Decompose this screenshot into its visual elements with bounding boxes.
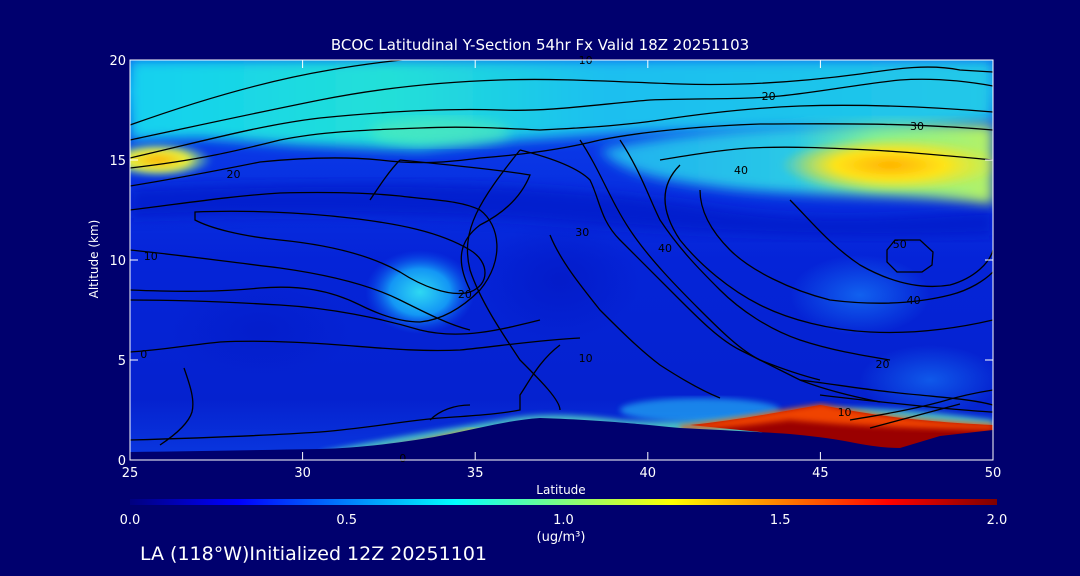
colorbar-tick-label: 1.0 xyxy=(553,513,574,528)
colorbar-ticks: 0.0 0.5 1.0 1.5 2.0 xyxy=(120,513,1008,528)
colorbar xyxy=(130,499,997,505)
y-tick-label: 15 xyxy=(109,154,126,169)
contour-label: 20 xyxy=(762,90,776,103)
x-tick-label: 50 xyxy=(985,466,1002,481)
contour-label: 30 xyxy=(575,226,589,239)
colorbar-tick-label: 2.0 xyxy=(987,513,1008,528)
contour-label: 20 xyxy=(458,288,472,301)
contour-label: 10 xyxy=(144,250,158,263)
contour-label: 40 xyxy=(907,294,921,307)
chart-title: BCOC Latitudinal Y-Section 54hr Fx Valid… xyxy=(330,36,750,54)
x-axis-label: Latitude xyxy=(536,483,585,497)
x-tick-label: 45 xyxy=(812,466,829,481)
colorbar-tick-label: 0.0 xyxy=(120,513,141,528)
contour-label: 50 xyxy=(893,238,907,251)
contour-label: 10 xyxy=(838,406,852,419)
contour-label: 20 xyxy=(227,168,241,181)
contour-label: 10 xyxy=(579,352,593,365)
y-tick-label: 10 xyxy=(109,254,126,269)
contour-label: 0 xyxy=(399,452,406,465)
contour-label: 0 xyxy=(140,348,147,361)
footer-caption: LA (118°W)Initialized 12Z 20251101 xyxy=(140,543,487,565)
y-tick-label: 5 xyxy=(118,354,126,369)
x-tick-label: 35 xyxy=(467,466,484,481)
x-tick-label: 30 xyxy=(294,466,311,481)
colorbar-unit: (ug/m³) xyxy=(537,530,586,545)
contour-lines xyxy=(130,60,993,446)
y-tick-label: 20 xyxy=(109,54,126,69)
y-axis-label: Altitude (km) xyxy=(87,220,101,299)
contour-label: 40 xyxy=(734,164,748,177)
contour-label: 40 xyxy=(658,242,672,255)
contour-label: 20 xyxy=(876,358,890,371)
x-tick-label: 25 xyxy=(122,466,139,481)
y-axis: 0 5 10 15 20 xyxy=(109,54,993,469)
colorbar-tick-label: 0.5 xyxy=(336,513,357,528)
x-tick-label: 40 xyxy=(640,466,657,481)
y-tick-label: 0 xyxy=(118,454,126,469)
colorbar-tick-label: 1.5 xyxy=(770,513,791,528)
x-axis: 25 30 35 40 45 50 xyxy=(122,60,1002,481)
contour-label: 30 xyxy=(910,120,924,133)
